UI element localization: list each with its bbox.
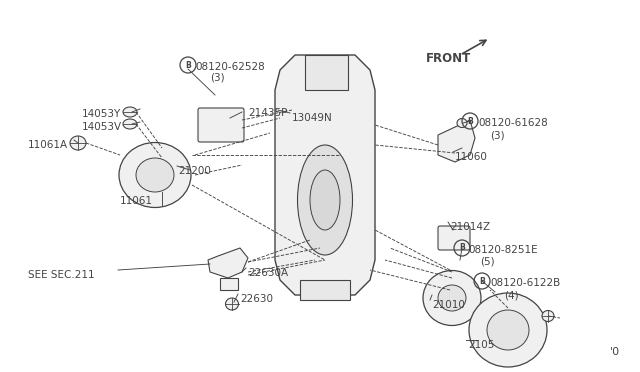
Text: (3): (3) [210, 72, 225, 82]
Polygon shape [208, 248, 248, 278]
Ellipse shape [457, 119, 467, 128]
Ellipse shape [469, 293, 547, 367]
Ellipse shape [542, 311, 554, 321]
Ellipse shape [225, 298, 239, 310]
Text: B: B [467, 116, 473, 125]
Text: SEE SEC.211: SEE SEC.211 [28, 270, 95, 280]
FancyBboxPatch shape [198, 108, 244, 142]
Ellipse shape [123, 119, 137, 129]
Text: 14053V: 14053V [82, 122, 122, 132]
Text: (5): (5) [480, 256, 495, 266]
Text: 08120-8251E: 08120-8251E [468, 245, 538, 255]
Text: 11061: 11061 [120, 196, 153, 206]
Text: 22630A: 22630A [248, 268, 288, 278]
Text: 14053Y: 14053Y [82, 109, 121, 119]
Ellipse shape [310, 170, 340, 230]
Ellipse shape [123, 107, 137, 117]
Ellipse shape [438, 285, 466, 311]
Text: 21014Z: 21014Z [450, 222, 490, 232]
Ellipse shape [423, 270, 481, 326]
Text: 08120-61628: 08120-61628 [478, 118, 548, 128]
Text: 11060: 11060 [455, 152, 488, 162]
Text: 2105: 2105 [468, 340, 494, 350]
Text: 13049N: 13049N [292, 113, 333, 123]
Ellipse shape [487, 310, 529, 350]
Polygon shape [300, 280, 350, 300]
Text: B: B [185, 61, 191, 70]
Text: 08120-62528: 08120-62528 [195, 62, 265, 72]
Text: 21200: 21200 [178, 166, 211, 176]
Text: 08120-6122B: 08120-6122B [490, 278, 560, 288]
Text: B: B [479, 276, 485, 285]
Ellipse shape [136, 158, 174, 192]
Polygon shape [220, 278, 238, 290]
Text: (4): (4) [504, 290, 518, 300]
Text: 21435P: 21435P [248, 108, 287, 118]
Ellipse shape [70, 136, 86, 150]
Polygon shape [438, 120, 475, 162]
Text: '0: '0 [610, 347, 620, 357]
Text: 21010: 21010 [432, 300, 465, 310]
Text: FRONT: FRONT [426, 52, 471, 65]
Text: 11061A: 11061A [28, 140, 68, 150]
FancyBboxPatch shape [438, 226, 470, 250]
Polygon shape [305, 55, 348, 90]
Text: 22630: 22630 [240, 294, 273, 304]
Ellipse shape [119, 142, 191, 208]
Text: B: B [459, 244, 465, 253]
Text: (3): (3) [490, 130, 504, 140]
Ellipse shape [298, 145, 353, 255]
Polygon shape [275, 55, 375, 295]
